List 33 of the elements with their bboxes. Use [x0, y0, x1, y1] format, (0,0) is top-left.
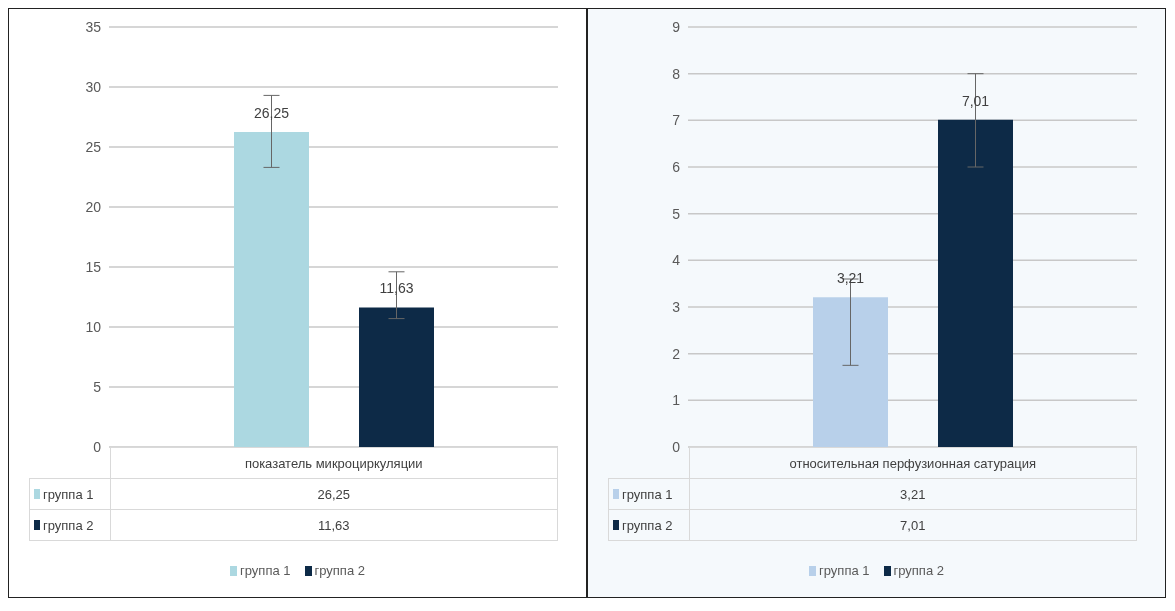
y-tick-label: 0: [672, 438, 681, 455]
y-tick-label: 4: [672, 252, 681, 269]
y-tick-label: 25: [85, 138, 102, 155]
y-tick-label: 7: [672, 112, 681, 129]
text: группа 2: [622, 517, 673, 533]
y-tick-label: 8: [672, 65, 681, 82]
y-tick-label: 15: [85, 258, 102, 275]
y-tick-label: 10: [85, 318, 102, 335]
y-tick-label: 1: [672, 392, 681, 409]
text: 3,21: [900, 486, 926, 502]
data-label: 3,21: [836, 270, 865, 287]
legend-label: группа 2: [892, 563, 944, 578]
y-tick-label: 6: [672, 158, 681, 175]
y-tick-label: 5: [672, 205, 681, 222]
text: 11,63: [317, 517, 350, 533]
y-tick-label: 2: [672, 345, 681, 362]
x-tick-label: показатель микроциркуляции: [110, 447, 558, 479]
legend-label: группа 1: [239, 563, 291, 578]
text: 26,25: [317, 486, 351, 502]
y-tick-label: 0: [93, 438, 102, 455]
y-tick-label: 30: [85, 78, 102, 95]
text: группа 1: [43, 486, 94, 502]
text: группа 1: [622, 486, 673, 502]
y-tick-label: 3: [672, 298, 681, 315]
legend-label: группа 1: [818, 563, 870, 578]
legend-label: группа 2: [313, 563, 365, 578]
y-tick-label: 20: [85, 198, 102, 215]
y-tick-label: 9: [672, 18, 681, 35]
x-tick-label: относительная перфузионная сатурация: [689, 447, 1137, 479]
text: 7,01: [900, 517, 926, 533]
y-tick-label: 5: [93, 378, 102, 395]
text: группа 2: [43, 517, 94, 533]
y-tick-label: 35: [85, 18, 102, 35]
